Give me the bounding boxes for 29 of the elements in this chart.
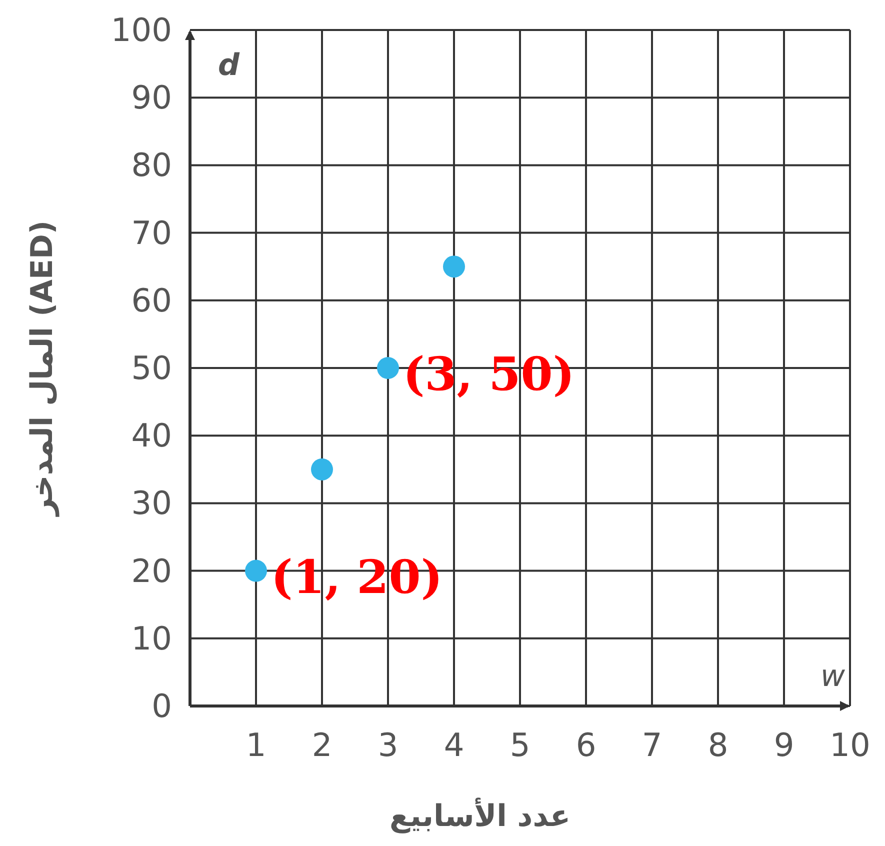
point: [377, 357, 399, 379]
annotation: d: [218, 48, 240, 83]
annotation: w: [820, 659, 846, 694]
point: [311, 458, 333, 480]
x-tick-label: 5: [510, 726, 530, 764]
x-tick-label: 6: [576, 726, 596, 764]
x-tick-label: 8: [708, 726, 728, 764]
x-tick-label: 4: [444, 726, 464, 764]
y-tick-label: 80: [131, 146, 172, 184]
y-tick-label: 10: [131, 619, 172, 658]
point: [245, 560, 267, 582]
y-tick-label: 60: [131, 281, 172, 320]
y-tick-label: 100: [110, 11, 172, 49]
x-tick-label: 1: [246, 726, 266, 764]
x-tick-label: 9: [774, 726, 794, 764]
x-tick-label: 2: [312, 726, 332, 764]
x-tick-label: 3: [378, 726, 398, 764]
y-tick-label: 50: [131, 349, 172, 387]
y-tick-label: 90: [131, 78, 172, 117]
y-tick-label: 20: [131, 552, 172, 590]
y-axis-title: المال المدخر (AED): [25, 220, 60, 518]
x-tick-label: 10: [830, 726, 870, 764]
y-tick-label: 30: [131, 484, 172, 522]
x-tick-label: 7: [642, 726, 662, 764]
y-tick-label: 40: [131, 416, 172, 455]
x-axis-title: عدد الأسابيع: [389, 797, 571, 834]
point: [443, 256, 465, 278]
y-tick-label: 70: [131, 214, 172, 252]
y-tick-label: 0: [152, 687, 172, 725]
